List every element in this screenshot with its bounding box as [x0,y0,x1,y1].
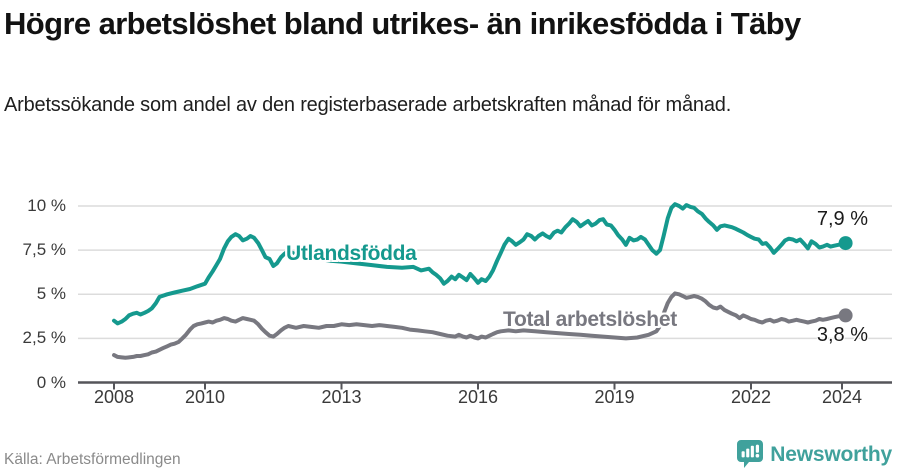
series-end-dot [838,236,853,251]
page-subtitle: Arbetssökande som andel av den registerb… [4,94,732,116]
page-title: Högre arbetslöshet bland utrikes- än inr… [4,6,801,41]
y-axis-label: 10 % [27,196,66,215]
x-axis-label: 2016 [457,387,499,407]
x-axis-label: 2024 [821,387,863,407]
end-value-label-total: 3,8 % [816,324,868,346]
x-axis-label: 2013 [321,387,362,407]
x-axis-label: 2008 [93,387,135,407]
series-label-total-arbetsloshet: Total arbetslöshet [503,308,677,331]
y-axis-label: 2,5 % [22,328,66,348]
newsworthy-logo: Newsworthy [737,440,892,470]
source-note: Källa: Arbetsförmedlingen [4,451,181,468]
x-axis-label: 2010 [184,387,226,407]
series-label-utlandsfodda: Utlandsfödda [286,242,417,265]
x-axis-label: 2022 [730,387,772,407]
y-axis-label: 0 % [36,372,66,392]
y-axis-label: 7,5 % [22,240,66,260]
series-end-dot [838,308,853,323]
x-axis-label: 2019 [594,387,635,407]
newsworthy-bar-chart-bubble-icon [737,440,764,468]
series-line [112,291,848,360]
end-value-label-utlandsfodda: 7,9 % [816,208,868,230]
brand-name: Newsworthy [770,443,892,466]
series-line [112,202,848,326]
y-axis-label: 5 % [36,284,66,304]
